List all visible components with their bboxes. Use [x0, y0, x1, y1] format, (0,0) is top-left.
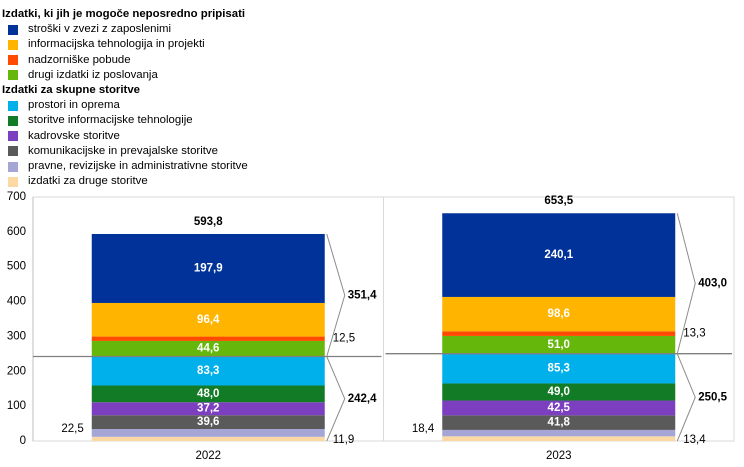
y-tick-label: 200: [7, 365, 26, 377]
legend-label: izdatki za druge storitve: [28, 175, 148, 188]
bar-komunikacijske-in-prevajalske-storitve-2023: [442, 415, 676, 430]
bar-kadrovske-storitve-2022: [91, 402, 325, 416]
data-label-kadrovske-storitve-2023: 42,5: [548, 402, 571, 414]
bar-kadrovske-storitve-2023: [442, 400, 676, 416]
data-label-drugi-izdatki-iz-poslovanja-2023: 51,0: [548, 339, 570, 351]
bar-storitve-informacijske-tehnologije-2022: [91, 385, 325, 403]
legend-item-storitve-informacijske-tehnologije: storitve informacijske tehnologije: [2, 113, 248, 128]
legend-swatch: [8, 40, 18, 50]
legend: Izdatki, ki jih je mogoče neposredno pri…: [2, 7, 248, 189]
y-tick-label: 0: [20, 435, 26, 447]
y-tick-label: 600: [7, 226, 26, 238]
group-total-direct-2022: 351,4: [348, 289, 377, 301]
legend-item-pravne-revizijske-in-administrativne-storitve: pravne, revizijske in administrativne st…: [2, 159, 248, 174]
legend-swatch: [8, 176, 18, 187]
legend-swatch: [8, 70, 18, 81]
bar-stroski-v-zvezi-z-zaposlenimi-2022: [91, 233, 325, 303]
total-label-2022: 593,8: [194, 216, 223, 228]
group-total-shared-2023: 250,5: [698, 391, 727, 403]
legend-item-izdatki-za-druge-storitve: izdatki za druge storitve: [2, 174, 248, 189]
brace-shared-2023: [676, 353, 696, 442]
data-label-nadzorniske-pobude-2022: 12,5: [333, 333, 355, 345]
legend-item-komunikacijske-in-prevajalske-storitve: komunikacijske in prevajalske storitve: [2, 144, 248, 159]
bar-prostori-in-oprema-2023: [442, 353, 676, 384]
legend-label: drugi izdatki iz poslovanja: [28, 68, 158, 81]
legend-swatch: [8, 131, 18, 142]
y-tick-label: 400: [7, 296, 26, 308]
bar-nadzorniske-pobude-2022: [91, 336, 325, 341]
data-label-kadrovske-storitve-2022: 37,2: [197, 403, 219, 415]
data-label-prostori-in-oprema-2022: 83,3: [197, 365, 219, 377]
data-label-stroski-v-zvezi-z-zaposlenimi-2023: 240,1: [544, 249, 573, 261]
x-tick-label-2023: 2023: [546, 450, 572, 462]
legend-label: komunikacijske in prevajalske storitve: [28, 144, 218, 157]
data-label-komunikacijske-in-prevajalske-storitve-2022: 39,6: [197, 416, 219, 428]
legend-group-shared: prostori in oprema storitve informacijske…: [2, 98, 248, 189]
group-total-direct-2023: 403,0: [698, 277, 727, 289]
legend-label: nadzorniške pobude: [28, 53, 131, 66]
legend-group-title-direct: Izdatki, ki jih je mogoče neposredno pri…: [2, 8, 246, 20]
bar-nadzorniske-pobude-2023: [442, 331, 676, 336]
legend-item-drugi-izdatki-iz-poslovanja: drugi izdatki iz poslovanja: [2, 68, 248, 83]
legend-swatch: [8, 55, 18, 66]
legend-label: pravne, revizijske in administrativne st…: [28, 160, 248, 173]
data-label-informacijska-tehnologija-in-projekti-2023: 98,6: [548, 308, 570, 320]
bar-pravne-revizijske-in-administrativne-storitve-2022: [91, 429, 325, 437]
data-label-storitve-informacijske-tehnologije-2022: 48,0: [197, 388, 219, 400]
legend-swatch: [8, 146, 18, 157]
data-label-nadzorniske-pobude-2023: 13,3: [683, 328, 705, 340]
legend-swatch: [8, 116, 18, 127]
bar-stroski-v-zvezi-z-zaposlenimi-2023: [442, 213, 676, 297]
legend-label: storitve informacijske tehnologije: [28, 114, 193, 127]
y-tick-label: 700: [7, 191, 26, 203]
legend-label: stroški v zvezi z zaposlenimi: [28, 23, 172, 36]
bar-informacijska-tehnologija-in-projekti-2022: [91, 302, 325, 337]
y-tick-label: 500: [7, 261, 26, 273]
legend-swatch: [8, 24, 18, 35]
y-tick-label: 300: [7, 330, 26, 342]
data-label-prostori-in-oprema-2023: 85,3: [548, 363, 570, 375]
bar-drugi-izdatki-iz-poslovanja-2022: [91, 340, 325, 357]
legend-item-nadzorniske-pobude: nadzorniške pobude: [2, 53, 248, 68]
legend-group-title-shared: Izdatki za skupne storitve: [2, 84, 140, 97]
data-label-pravne-revizijske-in-administrativne-storitve-2023: 18,4: [412, 423, 435, 435]
data-label-stroski-v-zvezi-z-zaposlenimi-2022: 197,9: [194, 262, 223, 274]
bar-izdatki-za-druge-storitve-2023: [442, 436, 676, 441]
legend-item-prostori-in-oprema: prostori in oprema: [2, 98, 248, 113]
data-label-izdatki-za-druge-storitve-2022: 11,9: [333, 434, 355, 446]
legend-item-informacijska-tehnologija-in-projekti: informacijska tehnologija in projekti: [2, 37, 248, 52]
group-total-shared-2022: 242,4: [348, 393, 377, 405]
legend-swatch: [8, 161, 18, 172]
legend-group-direct: stroški v zvezi z zaposlenimi informacijs…: [2, 22, 248, 83]
bar-izdatki-za-druge-storitve-2022: [91, 436, 325, 441]
y-tick-label: 100: [7, 400, 26, 412]
total-label-2023: 653,5: [544, 195, 573, 207]
brace-shared-2022: [326, 356, 346, 442]
legend-label: kadrovske storitve: [28, 129, 120, 142]
brace-direct-2022: [326, 233, 346, 357]
legend-item-stroski-v-zvezi-z-zaposlenimi: stroški v zvezi z zaposlenimi: [2, 22, 248, 37]
data-label-izdatki-za-druge-storitve-2023: 13,4: [683, 434, 706, 446]
bar-pravne-revizijske-in-administrativne-storitve-2023: [442, 429, 676, 437]
legend-swatch: [8, 100, 18, 111]
data-label-informacijska-tehnologija-in-projekti-2022: 96,4: [197, 314, 220, 326]
data-label-storitve-informacijske-tehnologije-2023: 49,0: [548, 386, 570, 398]
bar-storitve-informacijske-tehnologije-2023: [442, 383, 676, 401]
legend-label: prostori in oprema: [28, 99, 120, 112]
data-label-drugi-izdatki-iz-poslovanja-2022: 44,6: [197, 343, 219, 355]
legend-item-kadrovske-storitve: kadrovske storitve: [2, 129, 248, 144]
bar-prostori-in-oprema-2022: [91, 356, 325, 386]
data-label-pravne-revizijske-in-administrativne-storitve-2022: 22,5: [61, 423, 83, 435]
legend-label: informacijska tehnologija in projekti: [28, 38, 205, 51]
data-label-komunikacijske-in-prevajalske-storitve-2023: 41,8: [548, 417, 571, 429]
bar-drugi-izdatki-iz-poslovanja-2023: [442, 335, 676, 354]
bar-informacijska-tehnologija-in-projekti-2023: [442, 296, 676, 332]
x-tick-label-2022: 2022: [195, 450, 221, 462]
bar-komunikacijske-in-prevajalske-storitve-2022: [91, 415, 325, 430]
brace-direct-2023: [676, 213, 696, 354]
